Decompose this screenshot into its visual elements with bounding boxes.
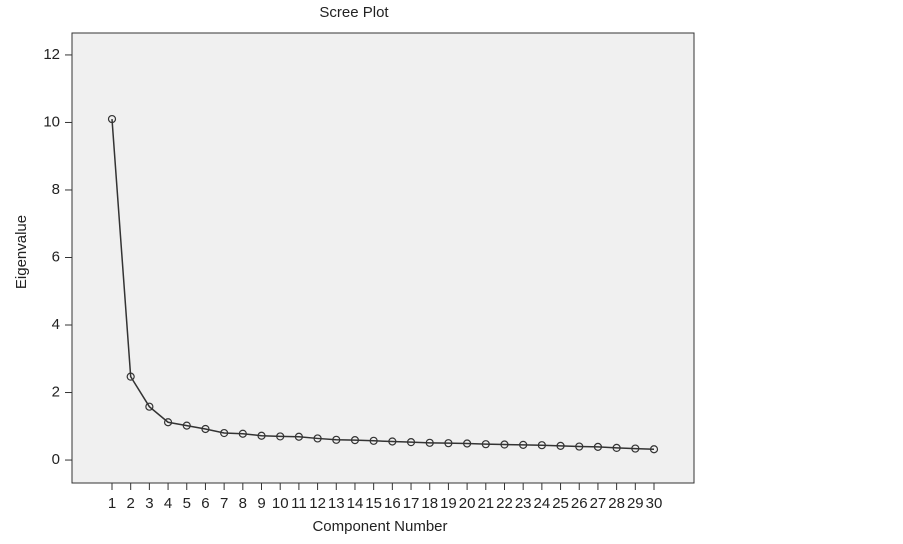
x-tick-label: 2 <box>127 495 135 512</box>
x-tick-label: 14 <box>347 495 364 512</box>
data-point <box>631 444 640 453</box>
data-point <box>163 418 173 427</box>
x-tick-label: 5 <box>183 495 191 512</box>
x-tick-label: 23 <box>515 495 532 512</box>
data-point <box>107 114 117 124</box>
x-tick-label: 21 <box>477 495 494 512</box>
x-tick-label: 24 <box>534 495 551 512</box>
x-tick-label: 17 <box>403 495 420 512</box>
data-point <box>612 443 621 452</box>
x-tick-label: 7 <box>220 495 228 512</box>
data-point <box>220 428 229 438</box>
data-point <box>350 436 360 445</box>
data-point <box>369 436 378 445</box>
chart-title: Scree Plot <box>319 4 389 21</box>
y-tick-label: 0 <box>52 451 60 468</box>
x-tick-label: 4 <box>164 495 172 512</box>
data-point <box>332 435 341 444</box>
data-point <box>201 424 210 434</box>
data-point <box>649 445 659 454</box>
data-point <box>257 431 266 440</box>
data-point <box>313 434 322 443</box>
data-point <box>463 439 472 448</box>
y-tick-label: 6 <box>52 248 60 265</box>
data-point <box>182 421 191 430</box>
x-tick-label: 19 <box>440 495 457 512</box>
data-point <box>145 402 154 411</box>
data-point <box>481 440 490 449</box>
y-tick-label: 10 <box>43 113 60 130</box>
data-point <box>388 437 397 446</box>
x-tick-label: 15 <box>365 495 382 512</box>
x-tick-label: 3 <box>145 495 153 512</box>
y-tick-label: 4 <box>52 316 60 333</box>
x-tick-label: 9 <box>257 495 265 512</box>
x-tick-label: 22 <box>496 495 513 512</box>
x-tick-label: 16 <box>384 495 401 512</box>
data-point <box>294 432 303 441</box>
data-point <box>276 432 285 441</box>
x-tick-label: 27 <box>590 495 607 512</box>
x-tick-label: 25 <box>552 495 569 512</box>
y-tick-label: 12 <box>43 46 60 63</box>
data-point <box>500 440 509 449</box>
y-tick-label: 2 <box>52 383 60 400</box>
x-tick-label: 1 <box>108 495 116 512</box>
x-tick-label: 20 <box>459 495 476 512</box>
data-point <box>537 441 546 450</box>
x-tick-label: 11 <box>291 495 307 512</box>
x-tick-label: 28 <box>608 495 625 512</box>
x-tick-label: 26 <box>571 495 588 512</box>
data-point <box>406 438 416 447</box>
x-tick-label: 6 <box>201 495 209 512</box>
x-axis-label: Component Number <box>312 518 447 535</box>
x-tick-label: 18 <box>421 495 438 512</box>
data-point <box>238 429 247 438</box>
x-tick-label: 12 <box>309 495 326 512</box>
data-point <box>519 440 528 449</box>
data-point <box>593 442 603 451</box>
y-tick-label: 8 <box>52 181 60 198</box>
y-axis-label: Eigenvalue <box>13 215 30 289</box>
data-point <box>575 442 584 451</box>
data-point <box>126 372 135 381</box>
x-tick-label: 13 <box>328 495 345 512</box>
data-point <box>425 438 434 447</box>
x-tick-label: 10 <box>272 495 289 512</box>
x-tick-label: 29 <box>627 495 644 512</box>
x-tick-label: 30 <box>646 495 663 512</box>
plot-area <box>71 32 695 484</box>
x-tick-label: 8 <box>239 495 247 512</box>
data-point <box>444 439 453 448</box>
data-point <box>556 441 565 450</box>
